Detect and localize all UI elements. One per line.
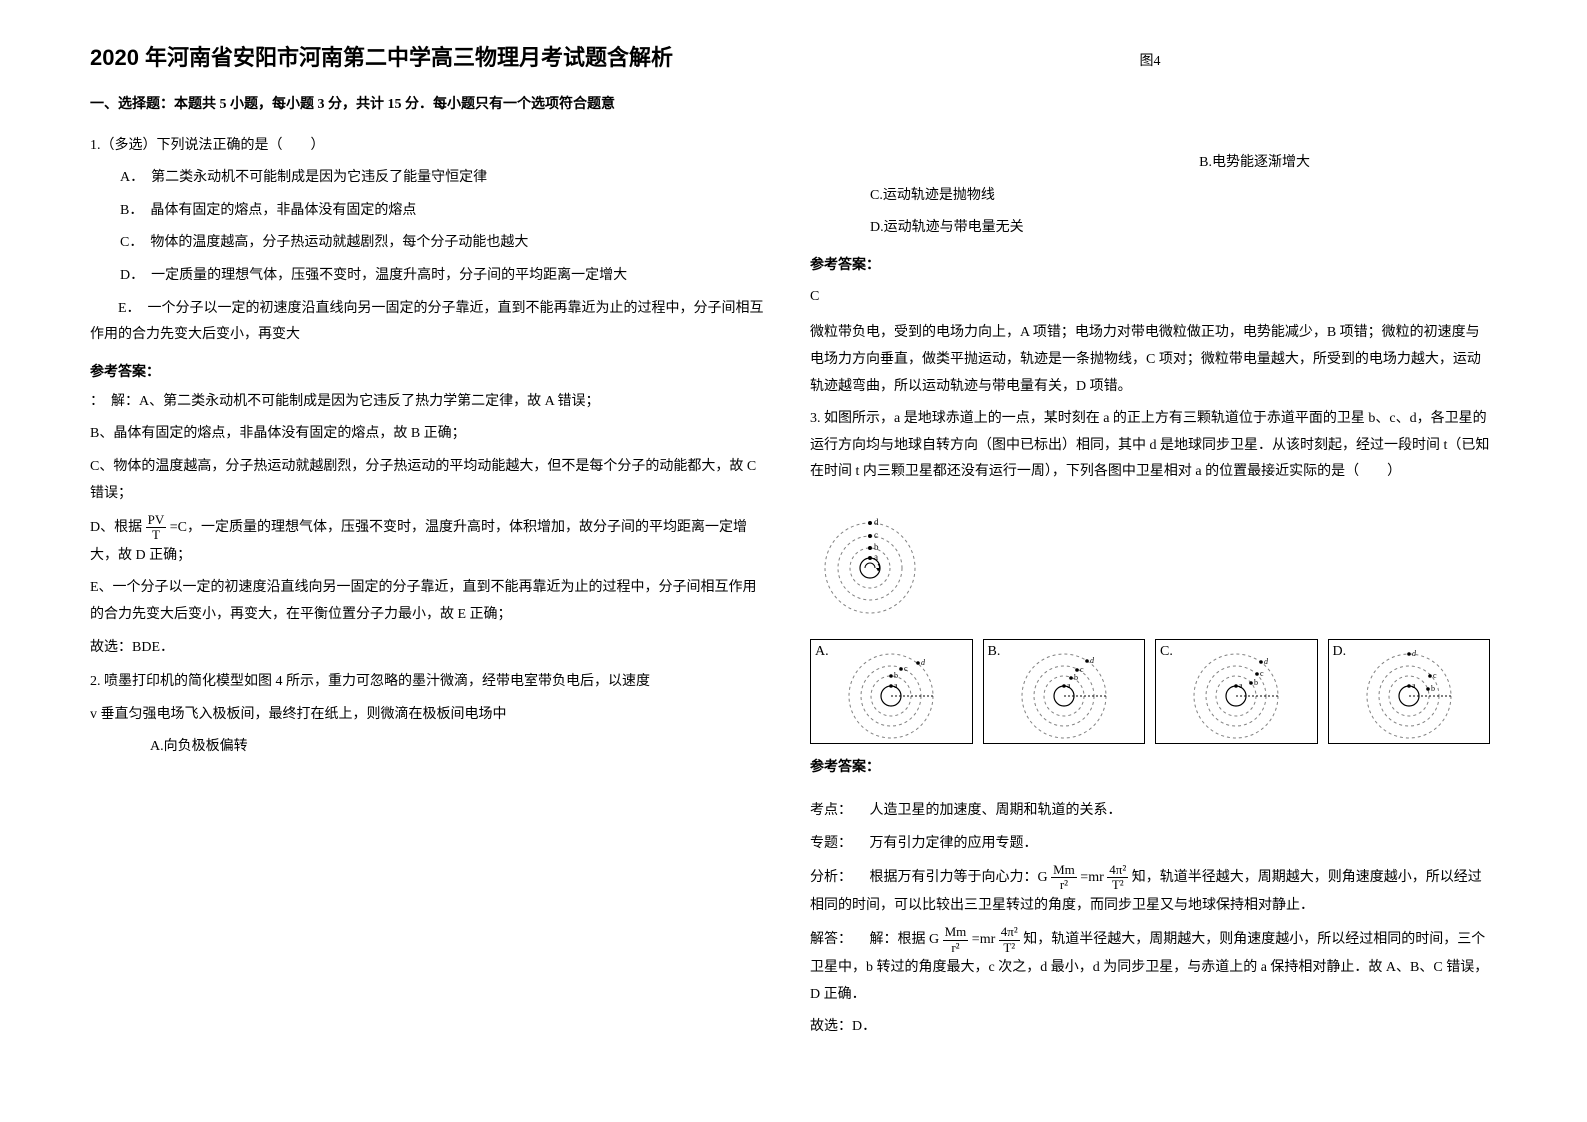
q2-optC: C.运动轨迹是抛物线 <box>810 183 1490 210</box>
q3-zt-label: 专题： <box>810 836 852 851</box>
q3-optD-letter: D. <box>1333 644 1347 660</box>
left-column: 2020 年河南省安阳市河南第二中学高三物理月考试题含解析 一、选择题：本题共 … <box>90 40 770 1047</box>
q1-ans-label: 参考答案： <box>90 361 770 381</box>
svg-text:c: c <box>904 664 908 673</box>
svg-text:d: d <box>1264 657 1269 666</box>
svg-text:c: c <box>1260 669 1264 678</box>
q3-zt: 专题： 万有引力定律的应用专题． <box>810 831 1490 858</box>
q3-optB-letter: B. <box>988 644 1001 660</box>
q3-kd-label: 考点： <box>810 803 852 818</box>
q2-ans-letter: C <box>810 284 1490 311</box>
right-column: 图4 B.电势能逐渐增大 C.运动轨迹是抛物线 D.运动轨迹与带电量无关 参考答… <box>810 40 1490 1047</box>
q3-fx-label: 分析： <box>810 870 852 885</box>
q3-optC-letter: C. <box>1160 644 1173 660</box>
frac-num: Mm <box>1051 863 1077 878</box>
svg-text:d: d <box>874 517 879 527</box>
orbit-d-icon: a b c d <box>1354 641 1464 741</box>
fraction-mm-r2: Mm r² <box>1051 863 1077 893</box>
q2-optB: B.电势能逐渐增大 <box>810 150 1490 177</box>
svg-text:b: b <box>1254 678 1258 687</box>
q3-kd-text: 人造卫星的加速度、周期和轨道的关系． <box>856 803 1122 818</box>
svg-text:c: c <box>874 530 878 540</box>
svg-text:a: a <box>894 681 898 690</box>
q1-optA: A． 第二类永动机不可能制成是因为它违反了能量守恒定律 <box>90 165 770 192</box>
q2-stem2: v 垂直匀强电场飞入极板间，最终打在纸上，则微滴在极板间电场中 <box>90 702 770 729</box>
q1-optC: C． 物体的温度越高，分子热运动就越剧烈，每个分子动能也越大 <box>90 230 770 257</box>
svg-text:d: d <box>921 658 926 667</box>
q1-expC: C、物体的温度越高，分子热运动就越剧烈，分子热运动的平均动能越大，但不是每个分子… <box>90 454 770 507</box>
frac-den: T² <box>999 941 1020 955</box>
q3-fx-mid: =mr <box>1080 870 1103 885</box>
q1-sel: 故选：BDE． <box>90 635 770 662</box>
frac-den: r² <box>943 941 969 955</box>
q1-expD-pre: D、根据 <box>90 520 142 535</box>
q2-optA: A.向负极板偏转 <box>90 734 770 761</box>
q3-optA-cell: A. a b c d <box>810 639 973 744</box>
frac-den: T² <box>1107 878 1128 892</box>
q1-optD: D． 一定质量的理想气体，压强不变时，温度升高时，分子间的平均距离一定增大 <box>90 263 770 290</box>
frac-num: 4π² <box>999 925 1020 940</box>
gap <box>810 784 1490 798</box>
q3-optD-cell: D. a b c d <box>1328 639 1491 744</box>
orbit-c-icon: a b c d <box>1181 641 1291 741</box>
svg-text:d: d <box>1090 656 1095 665</box>
section-header: 一、选择题：本题共 5 小题，每小题 3 分，共计 15 分．每小题只有一个选项… <box>90 92 770 119</box>
q3-optB-cell: B. a b c d <box>983 639 1146 744</box>
q1-expD: D、根据 PV T =C，一定质量的理想气体，压强不变时，温度升高时，体积增加，… <box>90 513 770 569</box>
q3-fx-pre: 根据万有引力等于向心力：G <box>856 870 1048 885</box>
svg-text:a: a <box>874 552 878 562</box>
svg-text:b: b <box>1431 684 1435 693</box>
q3-jd-pre: 解：根据 G <box>856 932 940 947</box>
svg-text:b: b <box>874 542 879 552</box>
svg-text:b: b <box>1074 673 1078 682</box>
svg-text:a: a <box>1412 681 1416 690</box>
frac-num: Mm <box>943 925 969 940</box>
svg-text:a: a <box>1239 681 1243 690</box>
q3-diagram: a b c d <box>810 498 1490 623</box>
q2-optD: D.运动轨迹与带电量无关 <box>810 215 1490 242</box>
q2-figure-label: 图4 <box>810 50 1490 70</box>
orbit-a-icon: a b c d <box>836 641 946 741</box>
q3-zt-text: 万有引力定律的应用专题． <box>856 836 1038 851</box>
q3-stem: 3. 如图所示，a 是地球赤道上的一点，某时刻在 a 的正上方有三颗轨道位于赤道… <box>810 406 1490 486</box>
q1-stem: 1.（多选）下列说法正确的是（ ） <box>90 133 770 160</box>
q3-fx: 分析： 根据万有引力等于向心力：G Mm r² =mr 4π² T² 知，轨道半… <box>810 863 1490 919</box>
q1-optB: B． 晶体有固定的熔点，非晶体没有固定的熔点 <box>90 198 770 225</box>
svg-text:d: d <box>1412 649 1417 658</box>
page-container: 2020 年河南省安阳市河南第二中学高三物理月考试题含解析 一、选择题：本题共 … <box>0 0 1587 1087</box>
q1-expE: E、一个分子以一定的初速度沿直线向另一固定的分子靠近，直到不能再靠近为止的过程中… <box>90 575 770 628</box>
svg-text:c: c <box>1080 665 1084 674</box>
q3-jd-mid: =mr <box>972 932 995 947</box>
frac-den: T <box>146 528 167 542</box>
q3-optC-cell: C. a b c d <box>1155 639 1318 744</box>
q3-jd-label: 解答： <box>810 932 852 947</box>
q2-stem1: 2. 喷墨打印机的简化模型如图 4 所示，重力可忽略的墨汁微滴，经带电室带负电后… <box>90 669 770 696</box>
q1-expA: ： 解：A、第二类永动机不可能制成是因为它违反了热力学第二定律，故 A 错误； <box>90 389 770 416</box>
svg-text:a: a <box>1067 681 1071 690</box>
fraction-pv-t: PV T <box>146 513 167 543</box>
q3-optA-letter: A. <box>815 644 829 660</box>
q2-ans-label: 参考答案： <box>810 254 1490 274</box>
q1-expB: B、晶体有固定的熔点，非晶体没有固定的熔点，故 B 正确； <box>90 421 770 448</box>
fraction-mm-r2-b: Mm r² <box>943 925 969 955</box>
q3-jd: 解答： 解：根据 G Mm r² =mr 4π² T² 知，轨道半径越大，周期越… <box>810 925 1490 1008</box>
fraction-4pi2-t2-b: 4π² T² <box>999 925 1020 955</box>
svg-text:b: b <box>894 671 898 680</box>
q2-exp: 微粒带负电，受到的电场力向上，A 项错；电场力对带电微粒做正功，电势能减少，B … <box>810 320 1490 400</box>
orbit-b-icon: a b c d <box>1009 641 1119 741</box>
q3-ans-label: 参考答案： <box>810 756 1490 776</box>
frac-num: PV <box>146 513 167 528</box>
q1-expD-post: =C，一定质量的理想气体，压强不变时，温度升高时，体积增加，故分子间的平均距离一… <box>90 520 747 563</box>
frac-num: 4π² <box>1107 863 1128 878</box>
q3-kd: 考点： 人造卫星的加速度、周期和轨道的关系． <box>810 798 1490 825</box>
q3-sel: 故选：D． <box>810 1014 1490 1041</box>
q1-optE: E． 一个分子以一定的初速度沿直线向另一固定的分子靠近，直到不能再靠近为止的过程… <box>90 296 770 349</box>
orbit-icon: a b c d <box>810 498 930 618</box>
svg-text:c: c <box>1433 671 1437 680</box>
fraction-4pi2-t2: 4π² T² <box>1107 863 1128 893</box>
main-title: 2020 年河南省安阳市河南第二中学高三物理月考试题含解析 <box>90 40 770 72</box>
q3-options-row: A. a b c d B. <box>810 639 1490 744</box>
frac-den: r² <box>1051 878 1077 892</box>
